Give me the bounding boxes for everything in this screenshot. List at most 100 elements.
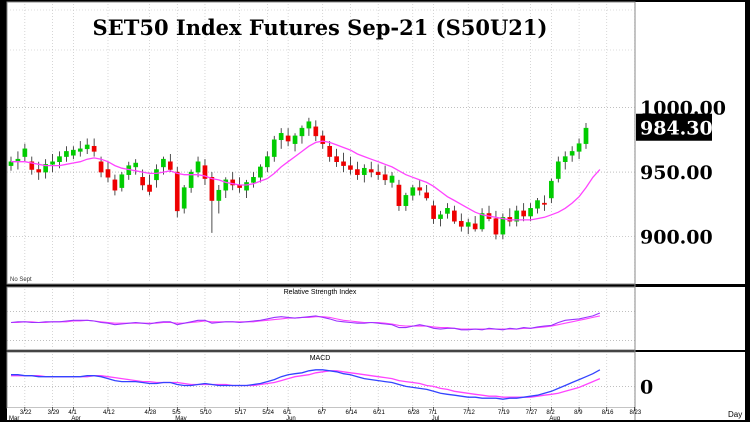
candle-up xyxy=(84,144,90,150)
candle-down xyxy=(36,169,42,173)
candle-up xyxy=(535,200,540,209)
candle-up xyxy=(64,151,69,157)
candle-down xyxy=(327,145,333,157)
x-month-label: Mar xyxy=(9,416,19,422)
x-tick-label: 6/28 xyxy=(408,410,420,416)
candle-up xyxy=(133,162,139,168)
x-tick-label: 6/21 xyxy=(373,410,385,416)
candle-down xyxy=(458,220,464,227)
x-tick-label: 3/22 xyxy=(20,410,32,416)
candle-up xyxy=(50,161,55,165)
x-axis-area xyxy=(7,408,745,420)
macd-signal-line xyxy=(11,370,601,398)
candle-up xyxy=(264,156,270,168)
macd-axis-area xyxy=(635,352,745,408)
candle-up xyxy=(576,143,582,152)
candle-up xyxy=(181,187,187,209)
x-tick-label: 7/1 xyxy=(429,410,438,416)
grid xyxy=(7,4,635,407)
candle-up xyxy=(528,208,533,217)
candle-down xyxy=(493,218,499,235)
candle-up xyxy=(43,164,48,173)
candle-up xyxy=(445,208,450,214)
candle-up xyxy=(306,121,312,129)
candle-down xyxy=(424,192,429,199)
candle-up xyxy=(71,149,76,156)
x-tick-label: 6/1 xyxy=(283,410,292,416)
candle-up xyxy=(292,135,298,144)
candle-up xyxy=(195,161,201,173)
candle-up xyxy=(278,133,284,141)
candle-down xyxy=(375,171,381,175)
corner-label: No Sept xyxy=(10,277,32,283)
candle-down xyxy=(368,169,374,173)
candle-up xyxy=(299,127,305,137)
chart-title: SET50 Index Futures Sep-21 (S50U21) xyxy=(93,15,548,40)
last-price-label: 984.30 xyxy=(640,118,713,140)
candle-up xyxy=(410,187,416,196)
x-tick-label: 8/9 xyxy=(574,410,583,416)
candle-up xyxy=(549,180,554,199)
price-axis-area xyxy=(635,2,745,284)
candle-up xyxy=(161,158,166,168)
candle-up xyxy=(57,156,62,162)
candle-up xyxy=(251,177,256,183)
candle-down xyxy=(202,165,208,179)
candle-up xyxy=(22,148,28,157)
macd-tick-label: 0 xyxy=(640,376,653,398)
candle-up xyxy=(562,156,568,162)
candle-down xyxy=(542,202,547,205)
candle-up xyxy=(223,179,229,191)
x-tick-label: 4/12 xyxy=(103,410,115,416)
candle-up xyxy=(258,166,263,178)
x-tick-label: 3/29 xyxy=(48,410,60,416)
x-tick-label: 5/24 xyxy=(262,410,274,416)
x-tick-label: 4/28 xyxy=(145,410,157,416)
candle-down xyxy=(382,174,388,181)
candle-up xyxy=(216,189,222,201)
candle-up xyxy=(271,139,277,157)
candle-up xyxy=(479,213,485,230)
x-axis-units-label: Day xyxy=(728,410,742,419)
candle-down xyxy=(174,171,180,212)
last-price-box xyxy=(636,113,712,141)
candle-down xyxy=(147,184,152,192)
candle-down xyxy=(168,161,173,170)
candle-down xyxy=(29,161,35,170)
candle-down xyxy=(348,165,353,170)
candle-up xyxy=(555,161,561,179)
rsi-label: Relative Strength Index xyxy=(284,289,357,296)
macd-line xyxy=(11,369,601,400)
candle-down xyxy=(355,169,360,175)
candle-down xyxy=(417,187,423,191)
candle-down xyxy=(320,135,326,144)
candle-down xyxy=(313,126,319,137)
candle-up xyxy=(188,171,194,188)
candle-up xyxy=(389,175,395,183)
moving-average-line xyxy=(11,140,601,221)
candle-down xyxy=(91,145,97,152)
candle-up xyxy=(77,148,83,152)
x-month-label: May xyxy=(175,416,186,422)
x-month-label: Aug xyxy=(549,416,560,422)
candle-down xyxy=(112,179,118,191)
candle-up xyxy=(500,217,506,235)
x-tick-label: 7/12 xyxy=(463,410,475,416)
x-tick-label: 7/27 xyxy=(526,410,538,416)
candle-down xyxy=(396,184,402,206)
candle-down xyxy=(209,177,215,201)
x-tick-label: 5/17 xyxy=(235,410,247,416)
x-tick-label: 8/23 xyxy=(629,410,641,416)
x-tick-label: 4/1 xyxy=(68,410,77,416)
rsi-line xyxy=(10,312,601,331)
candle-down xyxy=(341,161,346,166)
rsi-panel xyxy=(6,286,636,351)
x-tick-label: 6/14 xyxy=(345,410,357,416)
candle-up xyxy=(569,151,575,156)
candle-up xyxy=(361,167,367,175)
x-tick-label: 6/7 xyxy=(318,410,327,416)
x-month-label: Jul xyxy=(432,416,440,422)
